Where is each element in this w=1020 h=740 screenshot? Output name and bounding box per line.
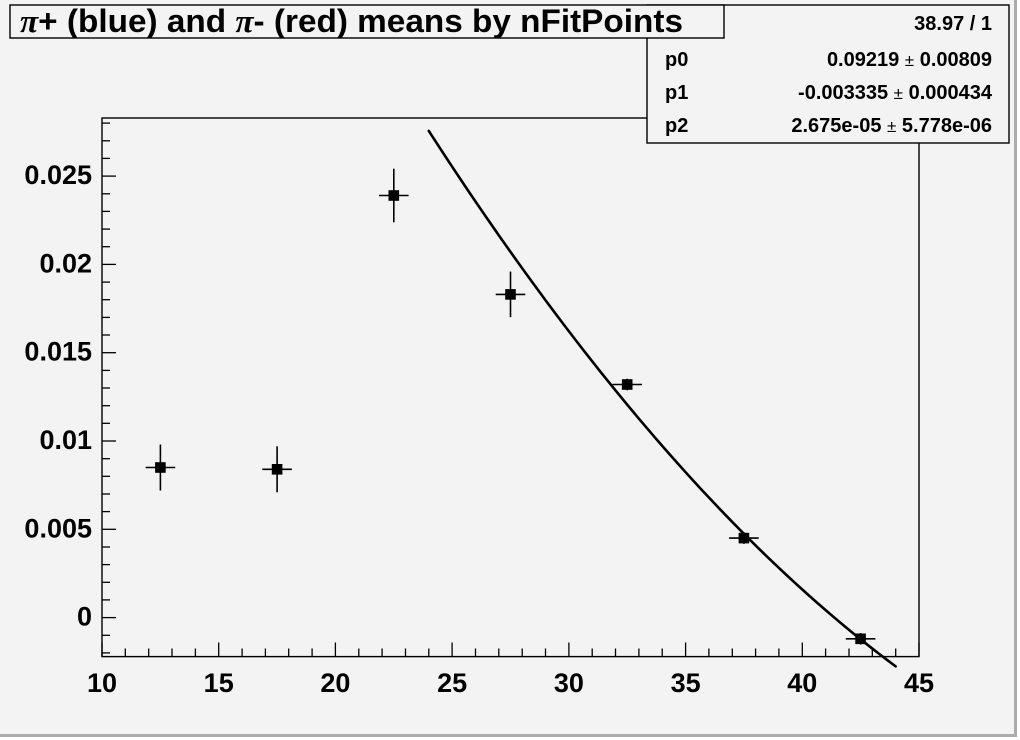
svg-text:-0.003335 ± 0.000434: -0.003335 ± 0.000434: [798, 82, 993, 104]
svg-text:p0: p0: [665, 49, 688, 71]
svg-text:35: 35: [671, 668, 701, 698]
svg-text:10: 10: [87, 668, 117, 698]
svg-text:20: 20: [320, 668, 350, 698]
svg-text:0.02: 0.02: [39, 248, 92, 278]
svg-text:0.015: 0.015: [24, 337, 92, 367]
svg-text:0.025: 0.025: [24, 160, 92, 190]
svg-text:25: 25: [437, 668, 467, 698]
svg-text:45: 45: [904, 668, 934, 698]
svg-text:2.675e-05 ± 5.778e-06: 2.675e-05 ± 5.778e-06: [791, 115, 992, 137]
svg-text:π+ (blue) and π- (red) means b: π+ (blue) and π- (red) means by nFitPoin…: [20, 3, 683, 40]
svg-text:0.01: 0.01: [39, 425, 92, 455]
svg-text:p2: p2: [665, 115, 688, 137]
svg-text:30: 30: [554, 668, 584, 698]
svg-text:15: 15: [204, 668, 234, 698]
svg-text:0.005: 0.005: [24, 513, 92, 543]
svg-text:0.09219 ± 0.00809: 0.09219 ± 0.00809: [827, 49, 992, 71]
svg-text:38.97 / 1: 38.97 / 1: [914, 13, 992, 35]
svg-text:40: 40: [787, 668, 817, 698]
svg-text:p1: p1: [665, 82, 688, 104]
svg-text:0: 0: [77, 602, 92, 632]
